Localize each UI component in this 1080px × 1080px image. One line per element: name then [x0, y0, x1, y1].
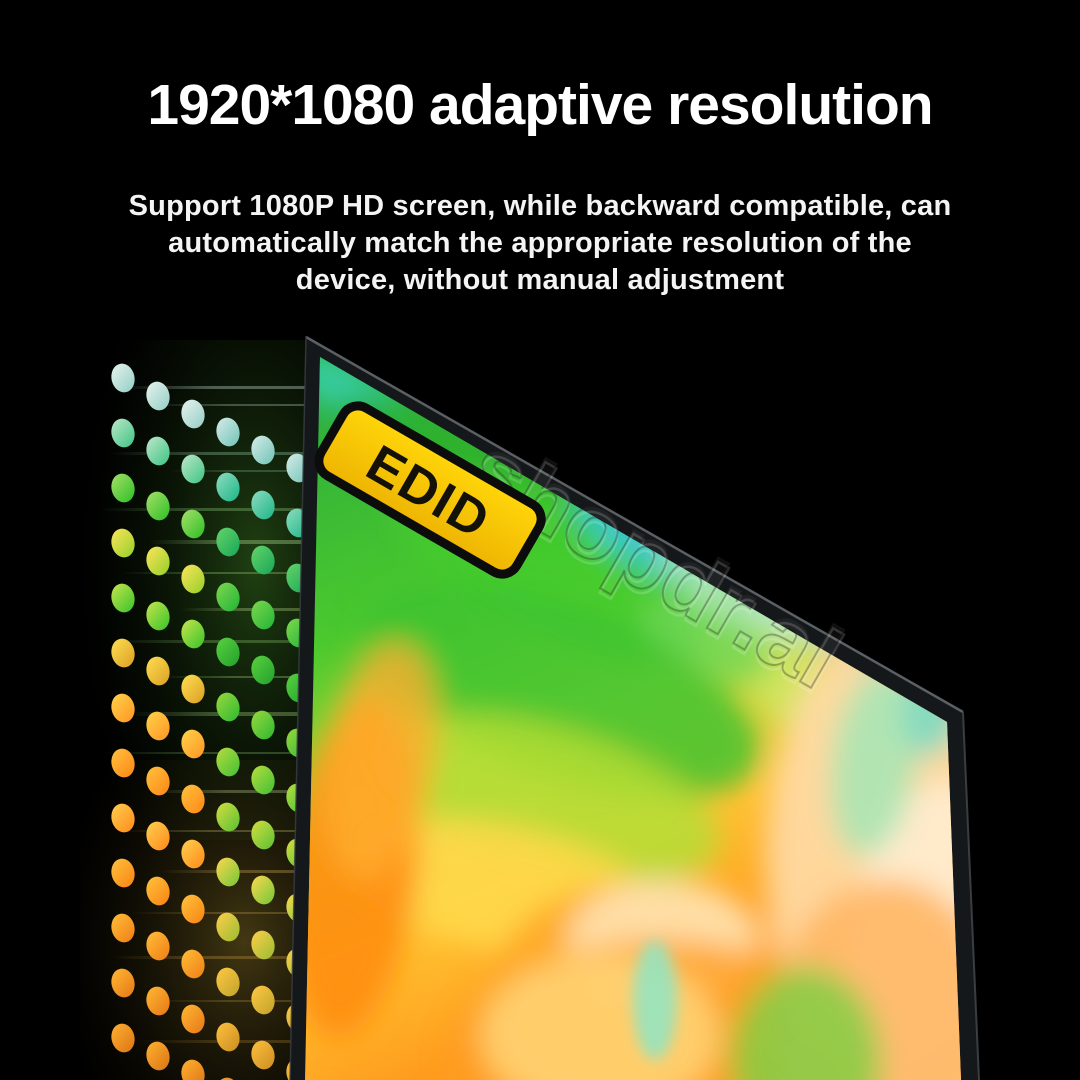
page-title: 1920*1080 adaptive resolution — [147, 73, 933, 137]
tv-frame-right-edge — [962, 711, 980, 1080]
tv: shopdr.al shopdr.al EDID — [289, 335, 980, 1080]
screen-artwork-detail — [633, 940, 677, 1060]
tv-frame-top-highlight — [305, 335, 964, 714]
subtitle-line-1: Support 1080P HD screen, while backward … — [128, 190, 952, 222]
subtitle-line-2: automatically match the appropriate reso… — [168, 227, 912, 259]
page-subtitle: Support 1080P HD screen, while backward … — [0, 188, 1080, 299]
subtitle-line-3: device, without manual adjustment — [295, 264, 785, 296]
edid-badge-plate — [314, 401, 546, 579]
tv-frame-left-edge — [289, 335, 307, 1080]
